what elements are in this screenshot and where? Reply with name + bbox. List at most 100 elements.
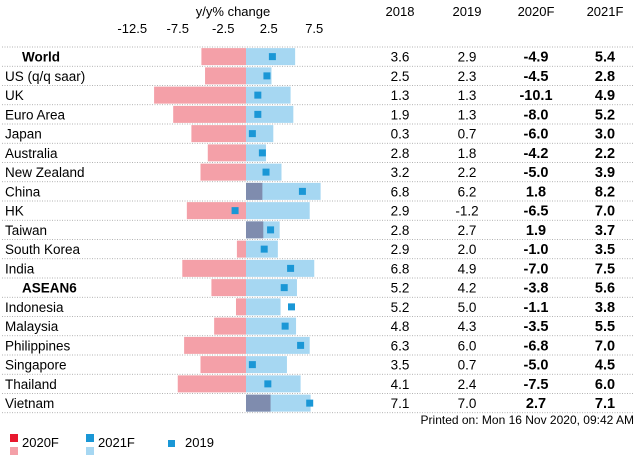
- row-label: Vietnam: [5, 396, 54, 411]
- x-tick-label: -7.5: [167, 21, 189, 36]
- row-label: Euro Area: [5, 107, 66, 122]
- value-2019: 0.7: [458, 358, 477, 373]
- chart-row: Japan 0.3 0.7 -6.0 3.0: [2, 123, 634, 143]
- value-2019: -1.2: [455, 204, 478, 219]
- chart-row: HK 2.9 -1.2 -6.5 7.0: [2, 200, 634, 220]
- value-2018: 4.8: [391, 319, 410, 334]
- marker-2019: [288, 303, 295, 311]
- value-2020f: -1.1: [524, 300, 549, 316]
- value-2018: 5.2: [391, 300, 410, 315]
- marker-2019: [263, 72, 271, 80]
- value-2020f: 1.8: [526, 184, 546, 200]
- bar-2021f: [246, 317, 297, 335]
- bar-2020f: [207, 144, 246, 162]
- legend-label-2021f: 2021F: [98, 435, 135, 450]
- bar-2020f: [200, 163, 246, 181]
- value-2020f: -3.5: [524, 319, 549, 335]
- chart-row: South Korea 2.9 2.0 -1.0 3.5: [2, 239, 634, 258]
- value-2018: 3.6: [391, 50, 410, 65]
- value-2018: 6.3: [391, 338, 410, 353]
- value-2018: 4.1: [391, 377, 410, 392]
- value-2020f: -10.1: [519, 88, 552, 104]
- value-2019: 2.2: [458, 165, 477, 180]
- value-2021f: 3.0: [595, 127, 615, 143]
- row-label: India: [5, 261, 35, 276]
- value-2019: 4.9: [458, 261, 477, 276]
- bar-2021f: [246, 336, 310, 354]
- chart-row: US (q/q saar) 2.5 2.3 -4.5 2.8: [2, 65, 634, 85]
- value-2018: 0.3: [391, 127, 410, 142]
- chart-row: Singapore 3.5 0.7 -5.0 4.5: [2, 354, 634, 374]
- value-2021f: 6.0: [595, 377, 615, 393]
- chart-row: Euro Area 1.9 1.3 -8.0 5.2: [2, 104, 634, 123]
- printed-timestamp: Printed on: Mon 16 Nov 2020, 09:42 AM: [421, 413, 634, 427]
- marker-2019: [298, 187, 306, 195]
- bar-2020f: [214, 317, 246, 335]
- value-2020f: -3.8: [524, 281, 549, 297]
- bar-2020f: [186, 202, 246, 220]
- bar-2020f: [246, 221, 264, 239]
- value-2021f: 5.6: [595, 281, 615, 297]
- bar-2021f: [246, 375, 301, 393]
- value-2021f: 5.5: [595, 319, 615, 335]
- value-2020f: -8.0: [524, 107, 549, 123]
- legend-label-2019: 2019: [185, 435, 214, 450]
- bar-2020f: [246, 394, 271, 412]
- value-2019: 2.0: [458, 242, 477, 257]
- value-2018: 2.5: [391, 69, 410, 84]
- bar-2021f: [246, 86, 291, 104]
- bar-2020f: [184, 336, 246, 354]
- value-2019: 4.3: [458, 319, 477, 334]
- value-2020f: -5.0: [524, 358, 549, 374]
- value-2019: 2.4: [458, 377, 477, 392]
- bar-2020f: [182, 259, 246, 277]
- row-label: Singapore: [5, 358, 67, 373]
- legend-swatch-2021f-light: [86, 447, 94, 455]
- value-2018: 3.5: [391, 358, 410, 373]
- value-2021f: 4.5: [595, 358, 615, 374]
- legend-swatch-2020f-light: [10, 447, 18, 455]
- value-2018: 7.1: [391, 396, 410, 411]
- marker-2019: [306, 399, 314, 407]
- marker-2019: [231, 207, 239, 215]
- bar-2020f: [154, 86, 246, 104]
- chart-row: New Zealand 3.2 2.2 -5.0 3.9: [2, 162, 634, 181]
- bar-2021f: [246, 105, 294, 123]
- value-2021f: 5.2: [595, 107, 615, 123]
- value-2018: 5.2: [391, 281, 410, 296]
- marker-2019: [248, 130, 256, 138]
- x-tick-label: 2.5: [260, 21, 278, 36]
- value-2019: 6.2: [458, 184, 477, 199]
- value-2018: 2.8: [391, 146, 410, 161]
- x-tick-label: -12.5: [117, 21, 147, 36]
- row-label: Taiwan: [5, 223, 47, 238]
- row-label: ASEAN6: [22, 281, 77, 296]
- row-label: Indonesia: [5, 300, 64, 315]
- bar-2020f: [236, 240, 246, 258]
- bar-2021f: [246, 259, 315, 277]
- x-tick-label: 7.5: [305, 21, 323, 36]
- chart-row: ASEAN6 5.2 4.2 -3.8 5.6: [2, 277, 634, 297]
- value-2018: 1.3: [391, 88, 410, 103]
- row-label: South Korea: [5, 242, 81, 257]
- marker-2019: [281, 322, 289, 330]
- chart-header: y/y% change -12.5 -7.5 -2.5 2.5 7.5 2018 2019…: [117, 4, 623, 36]
- value-2021f: 2.2: [595, 146, 615, 162]
- bar-2020f: [173, 105, 246, 123]
- chart-row: UK 1.3 1.3 -10.1 4.9: [2, 85, 634, 104]
- value-2018: 2.9: [391, 204, 410, 219]
- row-label: New Zealand: [5, 165, 85, 180]
- value-2021f: 7.1: [595, 396, 615, 412]
- bar-2020f: [246, 182, 263, 200]
- value-2020f: -5.0: [524, 165, 549, 181]
- row-label: Philippines: [5, 338, 71, 353]
- chart-row: Indonesia 5.2 5.0 -1.1 3.8: [2, 296, 634, 316]
- legend-swatch-2019: [168, 440, 175, 447]
- row-label: World: [22, 50, 60, 65]
- chart-row: China 6.8 6.2 1.8 8.2: [2, 181, 634, 200]
- value-2019: 5.0: [458, 300, 477, 315]
- value-2019: 0.7: [458, 127, 477, 142]
- marker-2019: [268, 53, 276, 61]
- value-2021f: 7.5: [595, 261, 615, 277]
- chart-row: India 6.8 4.9 -7.0 7.5: [2, 258, 634, 277]
